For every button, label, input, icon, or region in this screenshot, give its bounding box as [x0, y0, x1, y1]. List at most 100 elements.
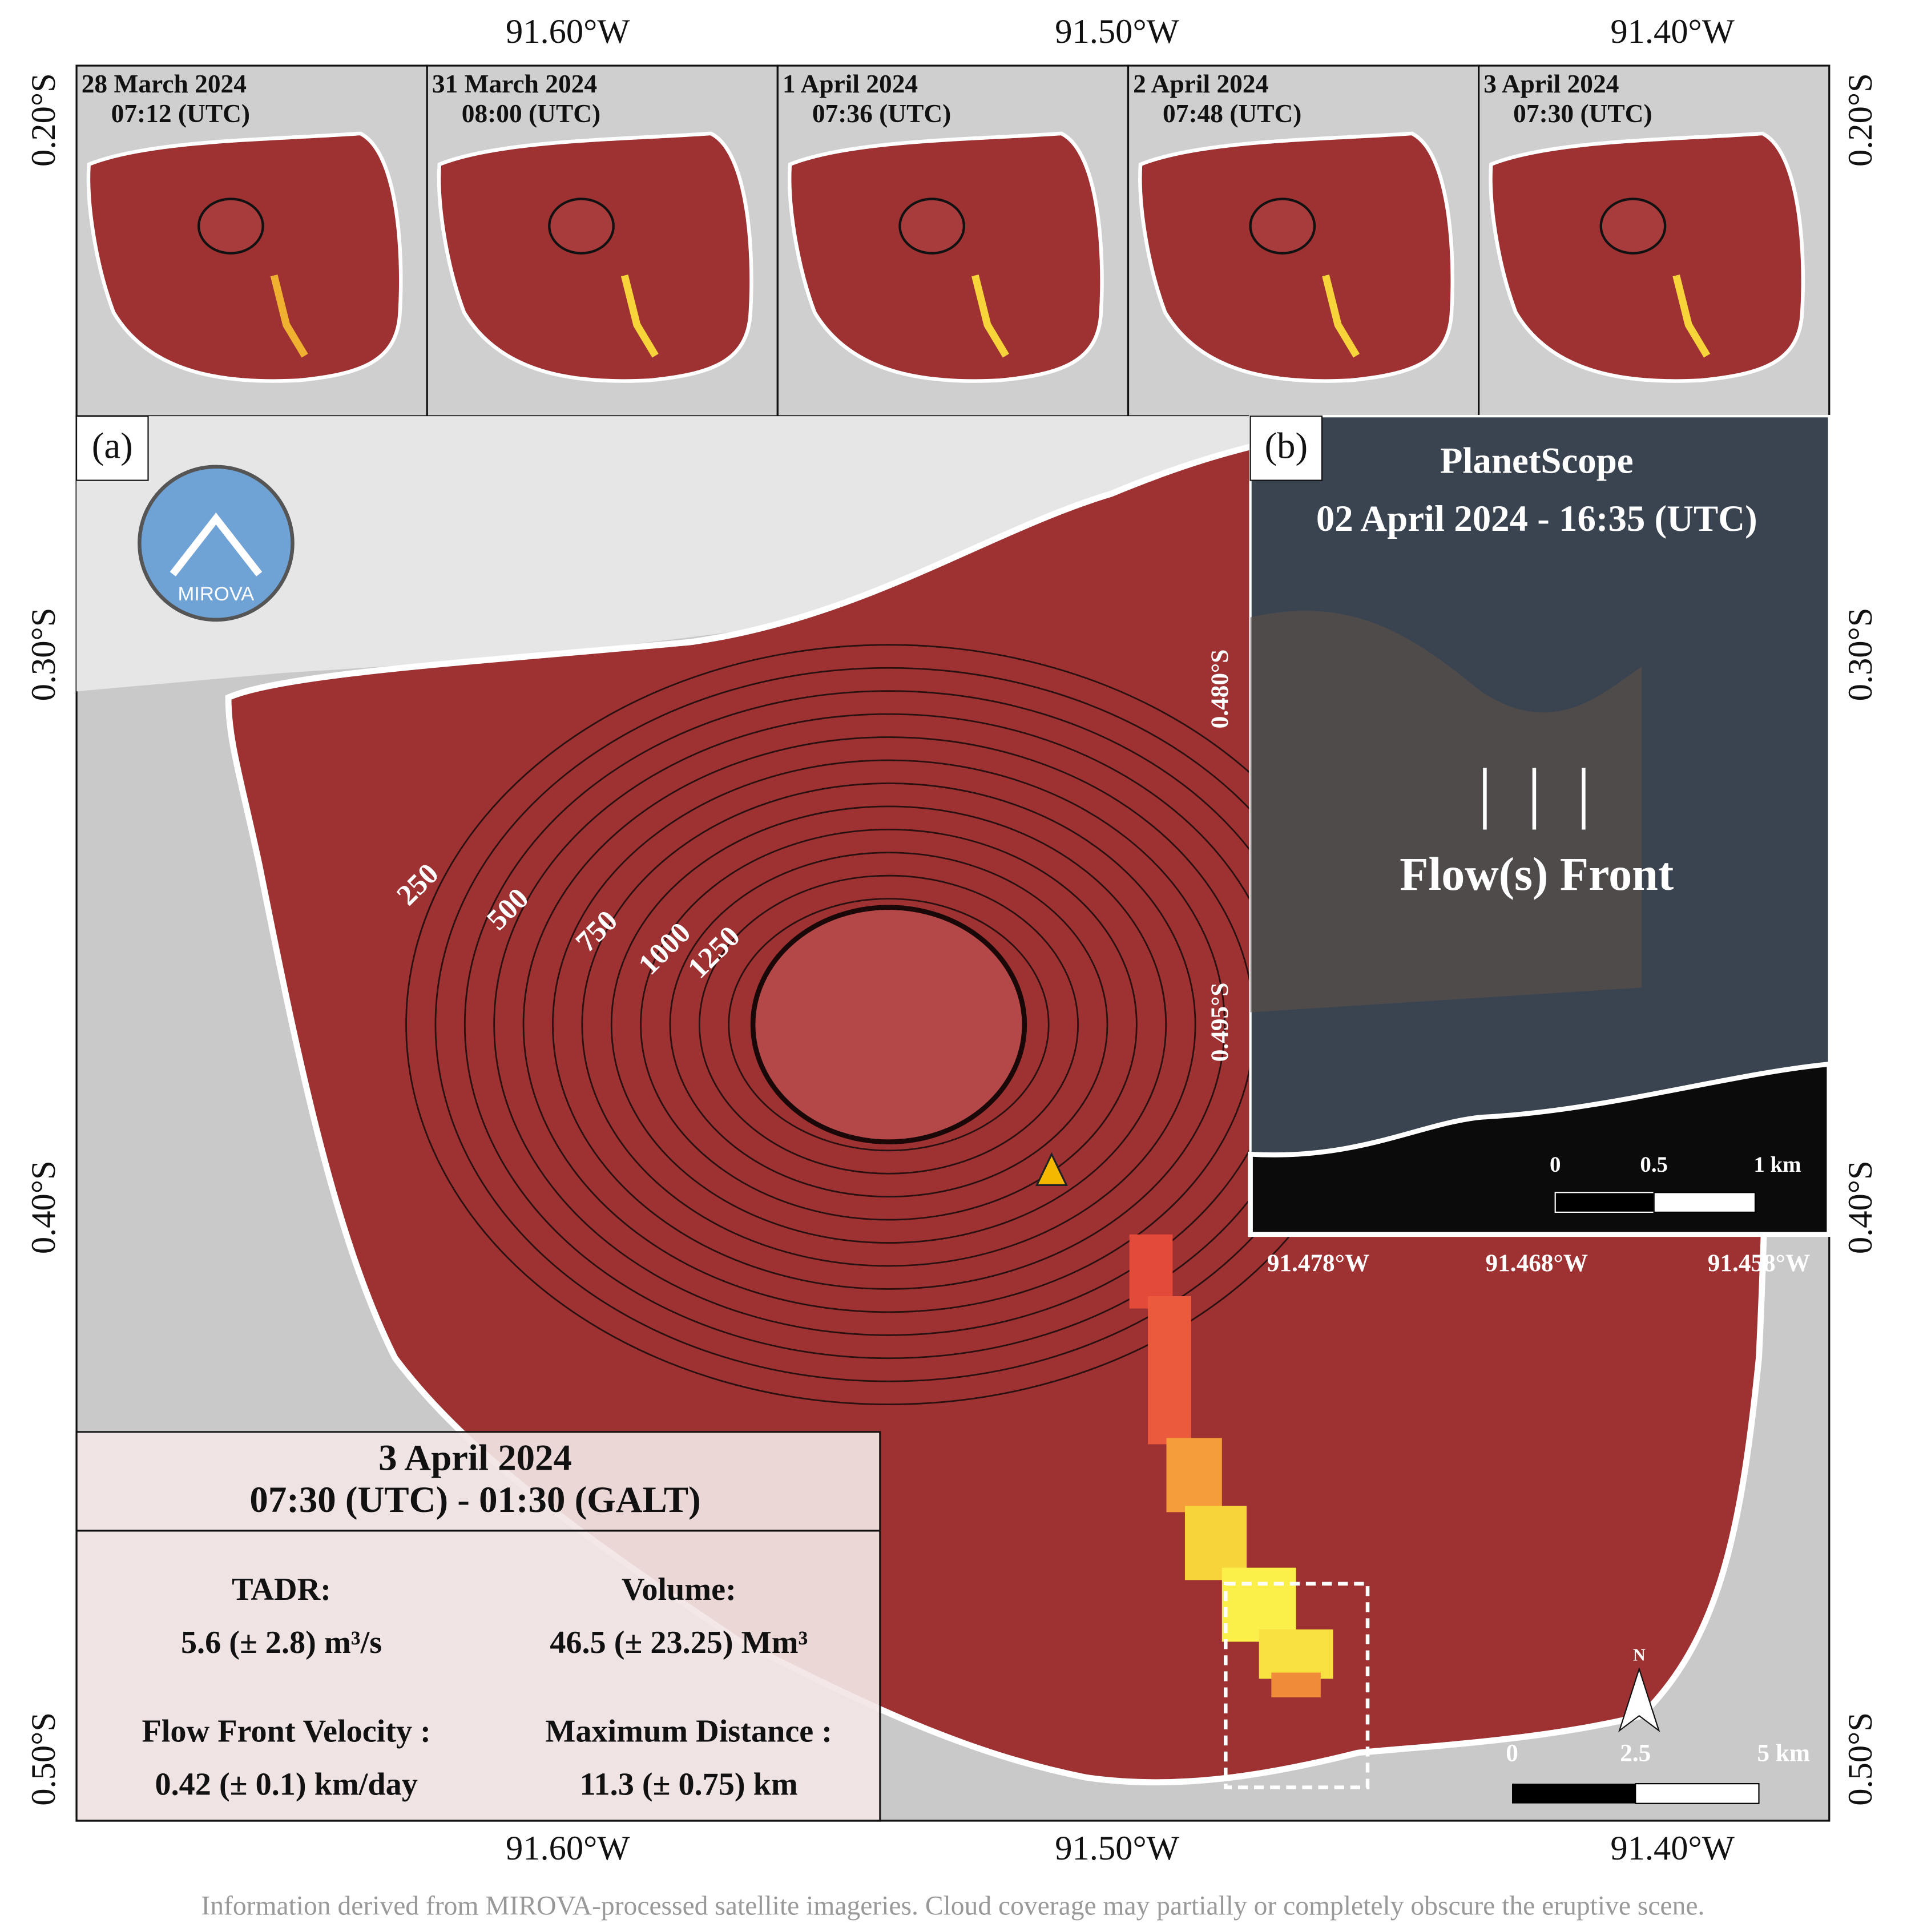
lon-label: 91.40°W	[1610, 1829, 1735, 1868]
lat-label: 0.40°S	[1841, 1160, 1880, 1254]
contour	[669, 852, 1108, 1198]
lon-label: 91.50°W	[1055, 13, 1179, 51]
inset-lon: 91.458°W	[1708, 1249, 1810, 1277]
flow-pixel	[1148, 1296, 1191, 1445]
info-value: 0.42 (± 0.1) km/day	[155, 1767, 418, 1802]
thumbnail-crater	[197, 197, 264, 255]
thumbnail-date: 2 April 2024	[1133, 70, 1268, 98]
scale-label: 0.5	[1640, 1152, 1668, 1177]
lon-label: 91.50°W	[1055, 1829, 1179, 1868]
lava-flow	[1129, 1234, 1333, 1697]
lat-label: 0.50°S	[1841, 1712, 1880, 1806]
info-value: 5.6 (± 2.8) m³/s	[181, 1625, 382, 1660]
contour	[610, 805, 1167, 1244]
thumbnail-flow	[270, 275, 308, 358]
thumbnail-time: 07:30 (UTC)	[1513, 99, 1652, 128]
lon-label: 91.60°W	[506, 13, 630, 51]
thumbnail-island	[437, 131, 753, 383]
crater	[750, 905, 1027, 1144]
thumbnail-flow	[620, 275, 659, 358]
label-box	[75, 416, 149, 481]
scale-label: 5 km	[1757, 1739, 1811, 1766]
lat-label: 0.20°S	[25, 73, 63, 167]
lat-label: 0.40°S	[25, 1160, 63, 1254]
scale-label: 0	[1506, 1739, 1518, 1766]
scale-bar-segment	[1554, 1192, 1655, 1213]
contour	[552, 759, 1225, 1290]
arrows	[1483, 768, 1586, 830]
inset-lat: 0.480°S	[1206, 650, 1233, 729]
inset-subtitle: 02 April 2024 - 16:35 (UTC)	[1316, 498, 1757, 539]
footer: Information derived from MIROVA-processe…	[201, 1891, 1704, 1921]
scale-label: 2.5	[1620, 1739, 1651, 1766]
scale-bar-segment	[1512, 1784, 1636, 1804]
thumbnail-time: 07:48 (UTC)	[1163, 99, 1301, 128]
annotation: Flow(s) Front	[1400, 848, 1674, 900]
lon-label: 91.40°W	[1610, 13, 1735, 51]
info-label: TADR:	[232, 1572, 331, 1607]
thumbnail-date: 31 March 2024	[432, 70, 597, 98]
thumbnail-island	[788, 131, 1104, 383]
panel-label: (a)	[92, 425, 133, 466]
flow-pixel	[1271, 1672, 1321, 1697]
info-time: 07:30 (UTC) - 01:30 (GALT)	[249, 1479, 700, 1520]
thumbnail-crater	[898, 197, 966, 255]
vent-marker	[1035, 1152, 1068, 1186]
thumbnail-time: 07:12 (UTC)	[111, 99, 250, 128]
contour	[728, 898, 1050, 1152]
inset-lon: 91.478°W	[1267, 1249, 1369, 1277]
thumbnail-flow	[971, 275, 1009, 358]
inset-title: PlanetScope	[1440, 440, 1634, 481]
inset-lon: 91.468°W	[1486, 1249, 1588, 1277]
logo-text: MIROVA	[178, 583, 255, 605]
flow-pixel	[1259, 1629, 1333, 1679]
thumbnail-crater	[1599, 197, 1667, 255]
lat-label: 0.50°S	[25, 1712, 63, 1806]
thumbnail-crater	[1249, 197, 1316, 255]
info-items: TADR: 5.6 (± 2.8) m³/s Volume: 46.5 (± 23.2…	[142, 1572, 832, 1802]
sea-shading	[76, 416, 1829, 692]
contour	[581, 783, 1196, 1267]
north-label: N	[1633, 1645, 1646, 1664]
thumbnail-island	[1138, 131, 1454, 383]
logo-mark	[170, 513, 263, 576]
lat-label: 0.30°S	[1841, 608, 1880, 701]
thumbnail-island	[86, 131, 403, 383]
info-label: Flow Front Velocity :	[142, 1714, 430, 1749]
info-label: Volume:	[622, 1572, 736, 1607]
label-box	[1249, 416, 1323, 481]
inset-lat: 0.495°S	[1206, 983, 1233, 1062]
contour	[640, 828, 1138, 1221]
thumbnail-time: 07:36 (UTC)	[812, 99, 951, 128]
contour	[698, 874, 1079, 1175]
scale-label: 0	[1550, 1152, 1561, 1177]
info-label: Maximum Distance :	[545, 1714, 832, 1749]
info-box	[75, 1431, 881, 1822]
thumbnail-island	[1489, 131, 1805, 383]
flow-pixel	[1166, 1438, 1222, 1512]
thumbnail-crater	[548, 197, 615, 255]
scale-bar-segment	[1653, 1192, 1756, 1213]
thumbnail-date: 28 March 2024	[82, 70, 247, 98]
info-value: 46.5 (± 23.25) Mm³	[550, 1625, 808, 1660]
north-arrow	[1618, 1667, 1660, 1733]
thumbnail-time: 08:00 (UTC)	[462, 99, 600, 128]
info-value: 11.3 (± 0.75) km	[580, 1767, 798, 1802]
terrain	[1250, 611, 1642, 1013]
thumbnail-flow	[1322, 275, 1360, 358]
lat-label: 0.20°S	[1841, 73, 1880, 167]
lat-label: 0.30°S	[25, 608, 63, 701]
inset-extent	[1224, 1582, 1370, 1789]
scale-label: 1 km	[1753, 1152, 1801, 1177]
panel-label: (b)	[1264, 425, 1308, 466]
lon-label: 91.60°W	[506, 1829, 630, 1868]
logo	[138, 465, 295, 622]
scale-bar-segment	[1635, 1783, 1760, 1804]
